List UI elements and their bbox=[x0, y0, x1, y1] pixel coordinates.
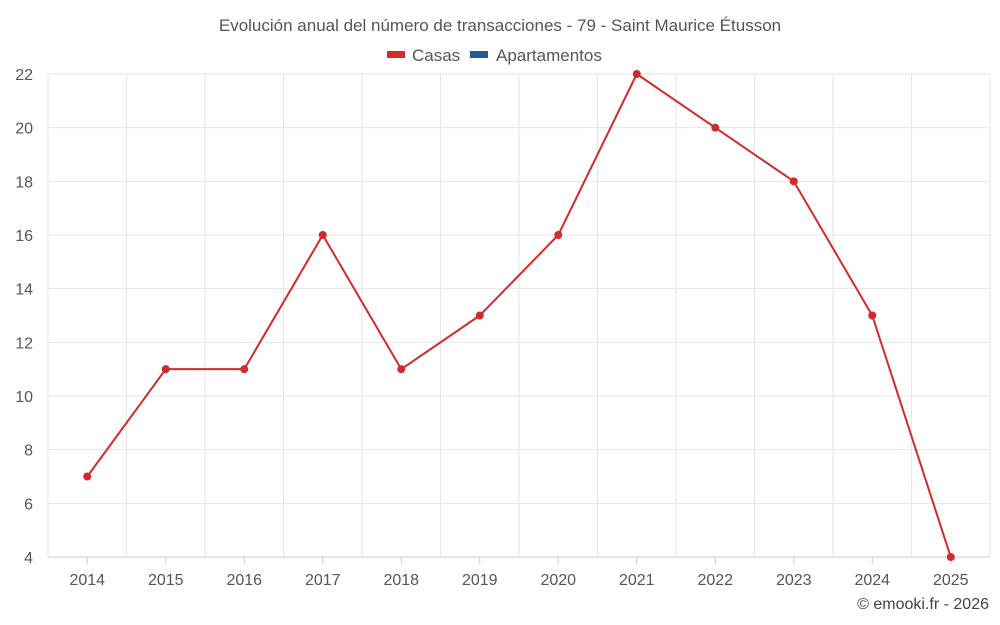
y-tick-label: 18 bbox=[15, 174, 33, 191]
y-tick-label: 14 bbox=[15, 282, 33, 299]
x-tick-label: 2019 bbox=[462, 572, 498, 589]
data-point-casas[interactable] bbox=[711, 123, 720, 132]
y-tick-label: 20 bbox=[15, 121, 33, 138]
data-point-casas[interactable] bbox=[946, 553, 955, 561]
credit-text: © emooki.fr - 2026 bbox=[857, 596, 989, 613]
x-tick-label: 2014 bbox=[69, 572, 105, 589]
data-point-casas[interactable] bbox=[554, 231, 563, 239]
data-point-casas[interactable] bbox=[240, 365, 249, 374]
legend-label-apartamentos: Apartamentos bbox=[496, 46, 602, 65]
x-tick-label: 2016 bbox=[226, 572, 262, 589]
x-tick-label: 2023 bbox=[776, 572, 812, 589]
legend[interactable]: Casas Apartamentos bbox=[387, 46, 602, 65]
data-point-casas[interactable] bbox=[83, 472, 92, 481]
data-point-casas[interactable] bbox=[868, 311, 877, 320]
data-point-casas[interactable] bbox=[632, 70, 641, 78]
y-tick-label: 22 bbox=[15, 67, 33, 84]
data-point-casas[interactable] bbox=[397, 365, 406, 374]
legend-item-apartamentos[interactable]: Apartamentos bbox=[470, 46, 602, 65]
legend-swatch-apartamentos bbox=[470, 51, 488, 58]
series-line-casas bbox=[86, 73, 952, 558]
legend-swatch-casas bbox=[387, 51, 405, 58]
series-casas bbox=[83, 70, 955, 561]
x-tick-label: 2024 bbox=[854, 572, 890, 589]
y-tick-label: 16 bbox=[15, 228, 33, 245]
x-tick-label: 2025 bbox=[933, 572, 969, 589]
y-tick-label: 10 bbox=[15, 389, 33, 406]
grid bbox=[47, 73, 991, 557]
x-tick-label: 2018 bbox=[383, 572, 419, 589]
data-point-casas[interactable] bbox=[475, 311, 484, 320]
x-tick-label: 2020 bbox=[540, 572, 576, 589]
x-tick-label: 2022 bbox=[697, 572, 733, 589]
data-point-casas[interactable] bbox=[161, 365, 170, 374]
x-tick-label: 2017 bbox=[305, 572, 341, 589]
chart-title: Evolución anual del número de transaccio… bbox=[219, 16, 781, 35]
y-tick-label: 8 bbox=[24, 443, 33, 460]
legend-label-casas: Casas bbox=[412, 46, 460, 65]
data-point-casas[interactable] bbox=[318, 231, 327, 239]
y-tick-label: 4 bbox=[24, 550, 33, 567]
y-tick-label: 12 bbox=[15, 335, 33, 352]
legend-item-casas[interactable]: Casas bbox=[387, 46, 460, 65]
x-tick-label: 2021 bbox=[619, 572, 655, 589]
data-point-casas[interactable] bbox=[789, 177, 798, 186]
x-tick-label: 2015 bbox=[148, 572, 184, 589]
y-tick-label: 6 bbox=[24, 496, 33, 513]
